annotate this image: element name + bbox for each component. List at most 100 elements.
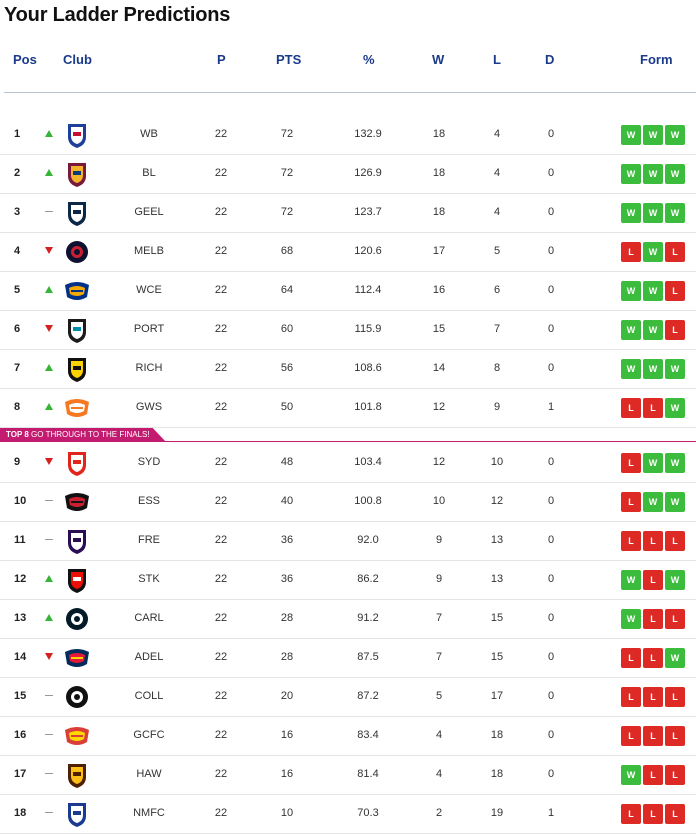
percentage: 91.2	[357, 612, 379, 624]
col-header-pct[interactable]: %	[363, 52, 375, 67]
club-name[interactable]: FRE	[138, 534, 160, 546]
percentage: 87.2	[357, 690, 379, 702]
club-name[interactable]: COLL	[134, 690, 164, 702]
finals-banner-label: TOP 8 GO THROUGH TO THE FINALS!	[0, 428, 166, 442]
no-change-icon	[42, 206, 56, 212]
crows-logo-icon	[62, 644, 92, 672]
col-header-d[interactable]: D	[545, 52, 555, 67]
form-loss-badge: L	[643, 726, 663, 746]
points: 20	[280, 690, 294, 702]
club-name[interactable]: WB	[140, 128, 158, 140]
form-loss-badge: L	[621, 453, 641, 473]
points: 28	[280, 651, 294, 663]
club-name[interactable]: ESS	[137, 495, 160, 507]
form-loss-badge: L	[665, 765, 685, 785]
draws: 0	[547, 245, 555, 257]
position: 6	[14, 323, 21, 335]
col-header-p[interactable]: P	[217, 52, 226, 67]
form-loss-badge: L	[621, 398, 641, 418]
form-loss-badge: L	[665, 531, 685, 551]
played: 22	[214, 807, 228, 819]
arrow-up-icon	[42, 401, 56, 410]
club-name[interactable]: WCE	[136, 284, 162, 296]
form-win-badge: W	[621, 164, 641, 184]
club-name[interactable]: BL	[142, 167, 156, 179]
draws: 1	[547, 401, 555, 413]
percentage: 123.7	[354, 206, 382, 218]
lions-logo-icon	[62, 160, 92, 188]
draws: 0	[547, 534, 555, 546]
club-name[interactable]: NMFC	[133, 807, 165, 819]
form-win-badge: W	[665, 398, 685, 418]
arrow-up-icon	[42, 573, 56, 582]
club-name[interactable]: RICH	[135, 362, 163, 374]
draws: 0	[547, 206, 555, 218]
form-loss-badge: L	[643, 648, 663, 668]
no-change-icon	[42, 807, 56, 813]
no-change-icon	[42, 690, 56, 696]
wins: 7	[435, 612, 443, 624]
form-win-badge: W	[621, 203, 641, 223]
losses: 8	[493, 362, 501, 374]
hawks-logo-icon	[62, 761, 92, 789]
played: 22	[214, 651, 228, 663]
col-header-w[interactable]: W	[432, 52, 445, 67]
club-name[interactable]: ADEL	[134, 651, 164, 663]
col-header-club[interactable]: Club	[63, 52, 92, 67]
form-win-badge: W	[643, 242, 663, 262]
col-header-l[interactable]: L	[493, 52, 501, 67]
arrow-down-icon	[42, 245, 56, 254]
played: 22	[214, 362, 228, 374]
club-name[interactable]: CARL	[134, 612, 164, 624]
draws: 0	[547, 362, 555, 374]
col-header-pos[interactable]: Pos	[13, 52, 37, 67]
points: 16	[280, 768, 294, 780]
club-name[interactable]: HAW	[136, 768, 162, 780]
col-header-form[interactable]: Form	[640, 52, 673, 67]
wins: 18	[432, 167, 446, 179]
form-loss-badge: L	[665, 687, 685, 707]
position: 2	[14, 167, 21, 179]
points: 64	[280, 284, 294, 296]
club-name[interactable]: GWS	[135, 401, 163, 413]
club-name[interactable]: MELB	[134, 245, 164, 257]
form-win-badge: W	[643, 281, 663, 301]
club-name[interactable]: PORT	[133, 323, 165, 335]
club-name[interactable]: GEEL	[134, 206, 164, 218]
form-win-badge: W	[643, 125, 663, 145]
position: 14	[14, 651, 27, 663]
form-win-badge: W	[643, 359, 663, 379]
wins: 2	[435, 807, 443, 819]
form-loss-badge: L	[643, 687, 663, 707]
club-name[interactable]: SYD	[137, 456, 161, 468]
club-name[interactable]: GCFC	[133, 729, 165, 741]
points: 36	[280, 534, 294, 546]
form-win-badge: W	[621, 125, 641, 145]
form-win-badge: W	[621, 281, 641, 301]
col-header-pts[interactable]: PTS	[276, 52, 302, 67]
position: 8	[14, 401, 21, 413]
losses: 4	[493, 167, 501, 179]
club-name[interactable]: STK	[138, 573, 160, 585]
